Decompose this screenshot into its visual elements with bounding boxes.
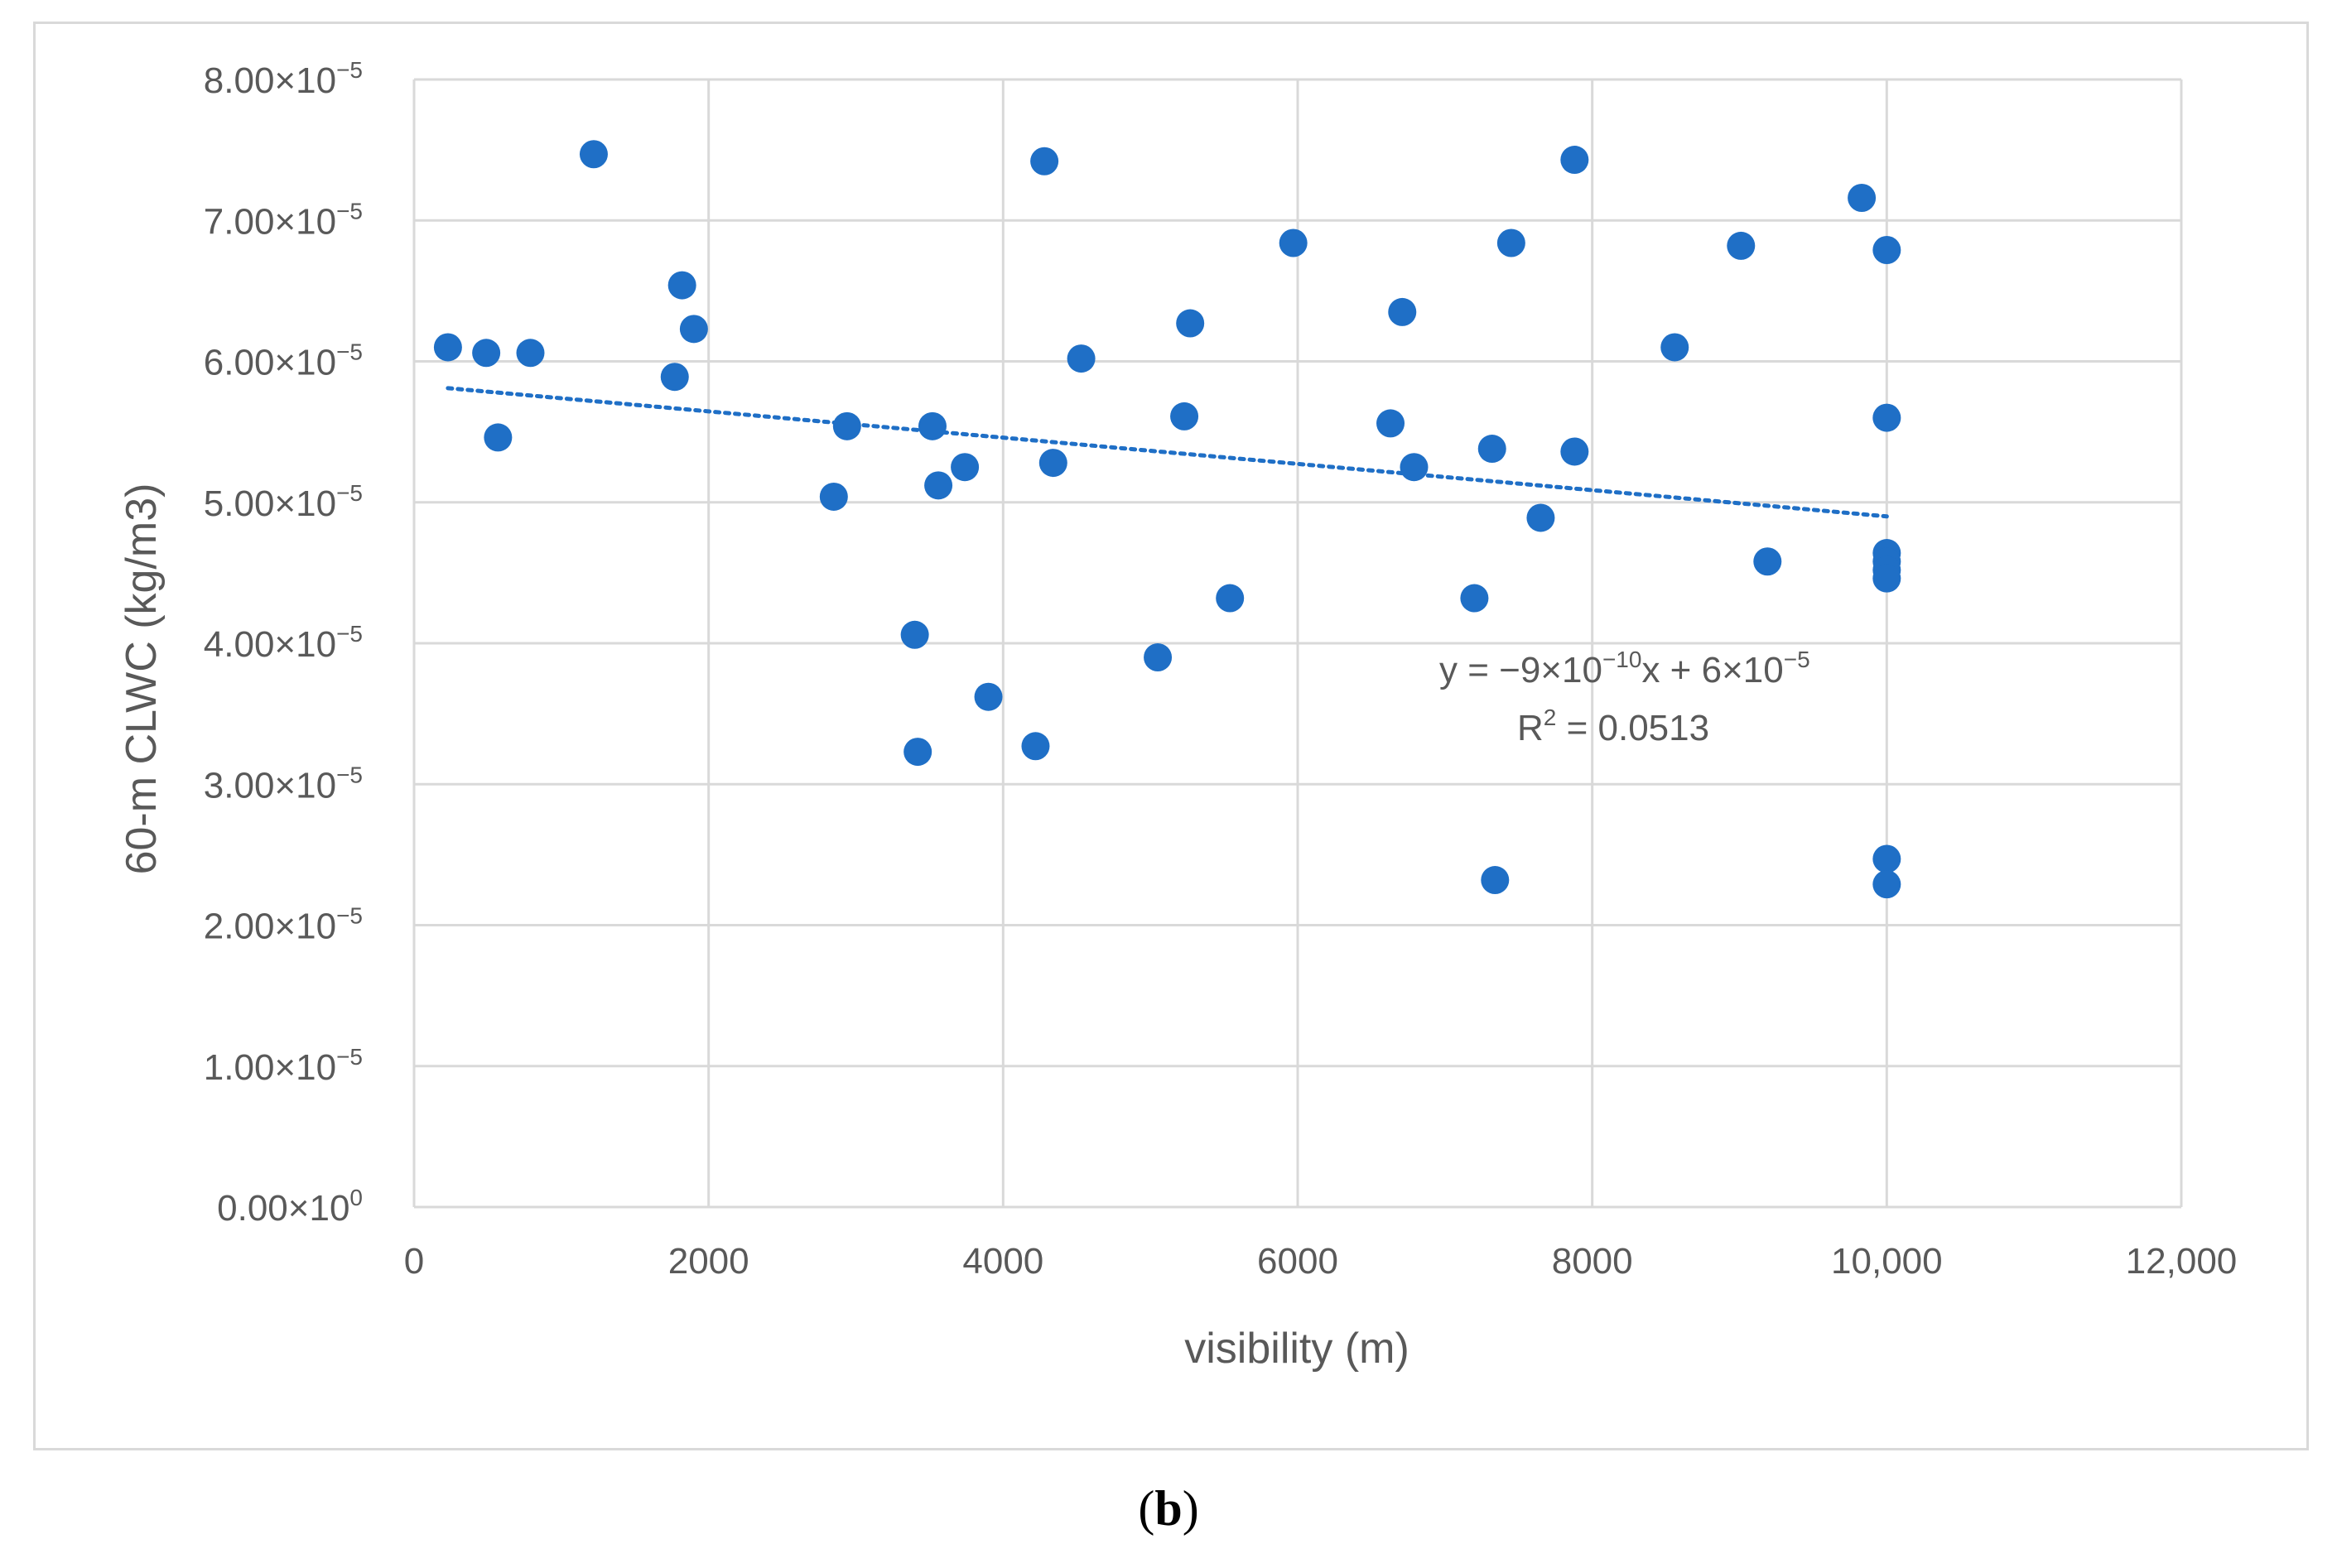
x-axis-ticks: 0 2000 4000 6000 8000 10,000 12,000 [404, 1241, 2238, 1282]
trendline [446, 386, 1889, 519]
data-point [1279, 228, 1308, 257]
data-point [1021, 732, 1050, 761]
data-point [1067, 344, 1096, 373]
data-point [1170, 402, 1199, 430]
y-tick-label: 5.00×10−5 [204, 480, 363, 524]
data-point [900, 620, 929, 649]
data-point [1216, 584, 1245, 613]
data-point [924, 471, 953, 500]
y-tick-label: 7.00×10−5 [204, 198, 363, 242]
data-point [1460, 584, 1489, 613]
data-point [1660, 333, 1689, 362]
chart-frame [33, 22, 2309, 1450]
data-point [1560, 437, 1589, 466]
data-point [1872, 844, 1901, 873]
data-point [1376, 409, 1405, 438]
trendline-equation: y = −9×10−10x + 6×10−5 [1439, 647, 1810, 690]
x-tick-label: 8000 [1552, 1241, 1633, 1282]
data-point [679, 315, 708, 344]
data-point [1496, 228, 1525, 257]
data-point [1038, 449, 1067, 478]
data-point [660, 363, 689, 392]
x-axis-title: visibility (m) [1184, 1325, 1409, 1373]
data-point [1477, 435, 1506, 464]
data-point [1388, 297, 1417, 326]
grid-lines [412, 78, 2183, 1209]
x-tick-label: 0 [404, 1241, 424, 1282]
x-tick-label: 2000 [668, 1241, 749, 1282]
x-tick-label: 12,000 [2126, 1241, 2238, 1282]
figure-caption: (b) [1138, 1481, 1199, 1536]
y-tick-label: 0.00×100 [217, 1185, 363, 1229]
data-point [433, 333, 462, 362]
y-tick-label: 4.00×10−5 [204, 621, 363, 665]
data-point [832, 411, 861, 440]
data-point [974, 682, 1003, 711]
data-point [579, 140, 608, 169]
data-point [1400, 453, 1429, 482]
data-point [472, 339, 501, 368]
data-point [516, 339, 545, 368]
x-tick-label: 4000 [962, 1241, 1043, 1282]
data-point [1872, 870, 1901, 899]
data-points [433, 140, 1901, 899]
y-axis-ticks: 0.00×100 1.00×10−5 2.00×10−5 3.00×10−5 4.00×… [204, 57, 363, 1229]
y-tick-label: 6.00×10−5 [204, 339, 363, 383]
x-tick-label: 6000 [1257, 1241, 1338, 1282]
y-axis-title: 60-m CLWC (kg/m3) [118, 483, 166, 875]
data-point [1872, 403, 1901, 432]
data-point [951, 453, 980, 482]
data-point [1030, 147, 1059, 176]
data-point [1872, 564, 1901, 593]
x-tick-label: 10,000 [1831, 1241, 1943, 1282]
y-tick-label: 3.00×10−5 [204, 762, 363, 806]
data-point [1753, 547, 1782, 576]
data-point [1526, 503, 1555, 532]
data-point [667, 271, 696, 300]
data-point [484, 423, 513, 452]
data-point [1848, 184, 1877, 213]
data-point [903, 738, 932, 767]
data-point [1727, 231, 1756, 260]
data-point [918, 411, 947, 440]
y-tick-label: 8.00×10−5 [204, 57, 363, 101]
data-point [1560, 146, 1589, 175]
data-point [1144, 643, 1173, 672]
data-point [819, 482, 848, 511]
y-tick-label: 1.00×10−5 [204, 1044, 363, 1088]
data-point [1481, 866, 1510, 895]
data-point [1176, 309, 1205, 338]
trendline-layer [446, 386, 1889, 519]
trendline-r-squared: R2 = 0.0513 [1517, 705, 1709, 748]
y-tick-label: 2.00×10−5 [204, 903, 363, 947]
data-point [1872, 236, 1901, 265]
